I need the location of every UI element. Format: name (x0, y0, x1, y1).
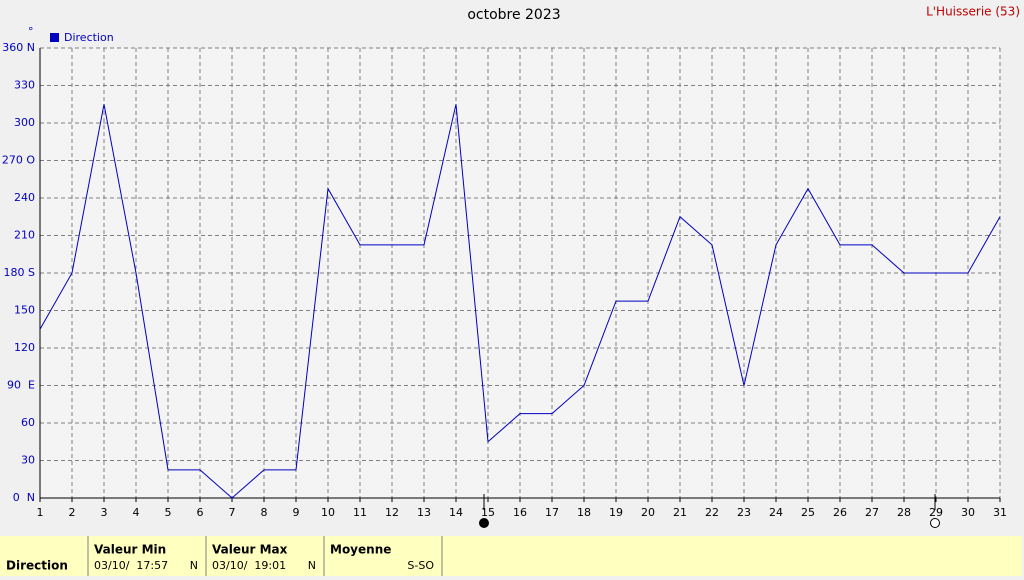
legend-label: Direction (64, 31, 114, 44)
y-tick-label: 240 (14, 191, 35, 204)
x-tick-label: 9 (293, 506, 300, 519)
y-tick-label: 150 (14, 304, 35, 317)
x-tick-label: 26 (833, 506, 847, 519)
table-value: N (190, 559, 198, 572)
x-tick-label: 21 (673, 506, 687, 519)
chart-title: octobre 2023 (467, 7, 560, 23)
x-tick-label: 11 (353, 506, 367, 519)
table-date: 03/10/ 17:57 (94, 559, 168, 572)
y-tick-label: 360 N (2, 41, 35, 54)
x-tick-label: 2 (69, 506, 76, 519)
x-tick-label: 19 (609, 506, 623, 519)
x-tick-label: 22 (705, 506, 719, 519)
y-tick-label: 270 O (2, 154, 35, 167)
x-tick-label: 24 (769, 506, 783, 519)
station: L'Huisserie (53) (926, 5, 1020, 19)
x-tick-label: 25 (801, 506, 815, 519)
x-tick-label: 29 (929, 506, 943, 519)
table-value: S-SO (407, 559, 434, 572)
table-bg (0, 536, 1022, 576)
table-header: Valeur Max (212, 543, 288, 557)
table-value: N (308, 559, 316, 572)
table-header: Moyenne (330, 543, 391, 557)
x-tick-label: 18 (577, 506, 591, 519)
series-line (39, 104, 1001, 499)
x-tick-label: 7 (229, 506, 236, 519)
table-date: 03/10/ 19:01 (212, 559, 286, 572)
x-tick-label: 14 (449, 506, 463, 519)
y-tick-label: 210 (14, 229, 35, 242)
full-moon (479, 518, 489, 528)
y-tick-label: 120 (14, 341, 35, 354)
x-tick-label: 5 (165, 506, 172, 519)
x-tick-label: 16 (513, 506, 527, 519)
y-tick-label: 0 N (13, 491, 35, 504)
table-row-label: Direction (6, 559, 68, 573)
x-tick-label: 27 (865, 506, 879, 519)
y-tick-label: 90 E (7, 379, 35, 392)
y-tick-label: 330 (14, 79, 35, 92)
x-tick-label: 23 (737, 506, 751, 519)
y-tick-label: 300 (14, 116, 35, 129)
legend-swatch (50, 33, 59, 42)
x-tick-label: 12 (385, 506, 399, 519)
x-tick-label: 30 (961, 506, 975, 519)
x-tick-label: 8 (261, 506, 268, 519)
x-tick-label: 15 (481, 506, 495, 519)
x-tick-label: 20 (641, 506, 655, 519)
x-tick-label: 28 (897, 506, 911, 519)
x-tick-label: 13 (417, 506, 431, 519)
x-tick-label: 17 (545, 506, 559, 519)
y-tick-label: 30 (21, 454, 35, 467)
x-tick-label: 6 (197, 506, 204, 519)
x-tick-label: 1 (37, 506, 44, 519)
x-tick-label: 3 (101, 506, 108, 519)
x-tick-label: 4 (133, 506, 140, 519)
y-tick-label: 60 (21, 416, 35, 429)
x-tick-label: 31 (993, 506, 1007, 519)
new-moon (930, 518, 940, 528)
y-unit: ° (28, 25, 34, 38)
y-tick-label: 180 S (4, 266, 35, 279)
x-tick-label: 10 (321, 506, 335, 519)
table-header: Valeur Min (94, 543, 166, 557)
